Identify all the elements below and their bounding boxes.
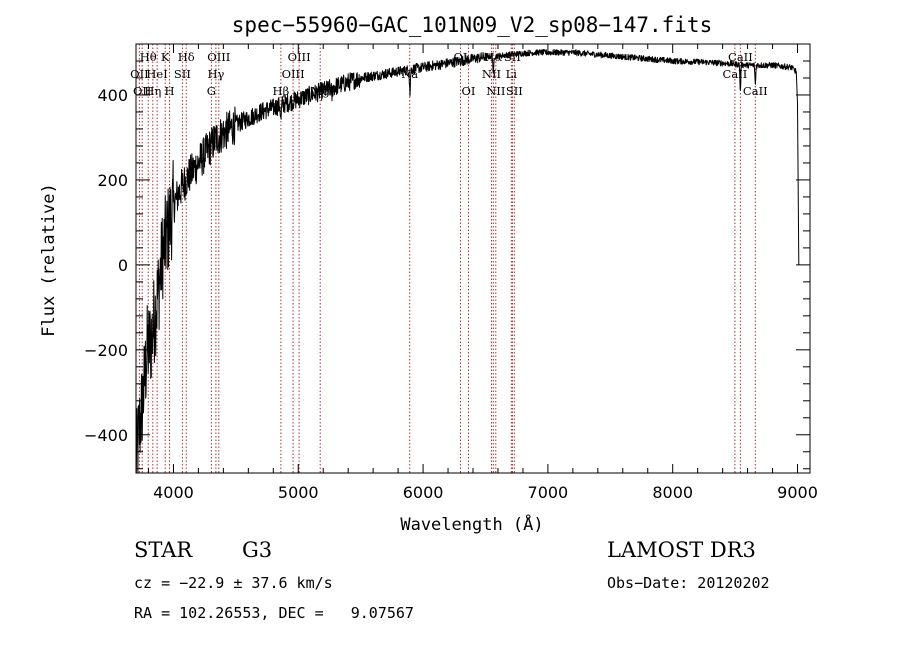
- line-label: OII: [133, 84, 152, 98]
- y-tick-label: 200: [97, 171, 128, 190]
- observation-date: Obs−Date: 20120202: [607, 574, 770, 592]
- line-label: SII: [504, 50, 521, 64]
- line-label: K: [161, 50, 170, 64]
- line-label: Li: [506, 67, 518, 81]
- x-tick-label: 4000: [153, 483, 194, 502]
- y-tick-label: 400: [97, 86, 128, 105]
- line-label: CaII: [743, 84, 768, 98]
- line-label: CaII: [728, 50, 753, 64]
- line-label: OIII: [288, 50, 311, 64]
- line-label: Na: [401, 67, 418, 81]
- spectrum-line: [135, 49, 800, 474]
- y-tick-label: −400: [84, 426, 128, 445]
- spectrum-layer: [135, 49, 800, 474]
- ticks-layer: 4000 5000 6000 7000 8000 9000 −400 −200 0 200 400: [84, 43, 818, 502]
- plot-frame: [135, 43, 811, 474]
- redshift-cz: cz = −22.9 ± 37.6 km/s: [134, 574, 333, 592]
- ra-dec: RA = 102.26553, DEC = 9.07567: [134, 604, 414, 622]
- line-label: OIII: [282, 67, 305, 81]
- y-tick-label: 0: [118, 256, 128, 275]
- survey-name: LAMOST DR3: [607, 538, 756, 562]
- y-tick-label: −200: [84, 341, 128, 360]
- x-tick-label: 8000: [652, 483, 693, 502]
- line-label: CaII: [723, 67, 748, 81]
- line-label: OI: [454, 50, 468, 64]
- x-axis-label: Wavelength (Å): [400, 513, 543, 535]
- chart-title: spec−55960−GAC_101N09_V2_sp08−147.fits: [232, 13, 712, 37]
- object-class: STAR: [134, 538, 193, 562]
- line-markers-layer: [138, 44, 756, 473]
- line-label: Hγ: [207, 67, 224, 81]
- x-tick-label: 5000: [278, 483, 319, 502]
- line-label: H: [164, 84, 174, 98]
- line-label: Hη: [144, 84, 161, 98]
- line-label: OII: [130, 67, 149, 81]
- line-label: HeI: [146, 67, 167, 81]
- line-label: SII: [506, 84, 523, 98]
- object-subclass: G3: [242, 538, 273, 562]
- line-label: OIII: [207, 50, 230, 64]
- y-axis-label: Flux (relative): [39, 183, 59, 337]
- line-label: Hβ: [273, 84, 290, 98]
- line-labels-layer: OIIOIIHθHηHeIKHSIIHδGHγOIIIHβOIIIOIIIMgN…: [130, 50, 768, 98]
- line-label: Hδ: [178, 50, 195, 64]
- x-tick-label: 7000: [528, 483, 569, 502]
- line-label: Mg: [311, 84, 331, 98]
- line-label: SII: [174, 67, 191, 81]
- line-label: G: [207, 84, 216, 98]
- line-label: Hθ: [140, 50, 157, 64]
- line-label: Hα: [484, 50, 502, 64]
- line-label: OI: [462, 84, 476, 98]
- line-label: NII: [482, 67, 501, 81]
- x-tick-label: 6000: [403, 483, 444, 502]
- line-label: NII: [486, 84, 505, 98]
- x-tick-label: 9000: [777, 483, 818, 502]
